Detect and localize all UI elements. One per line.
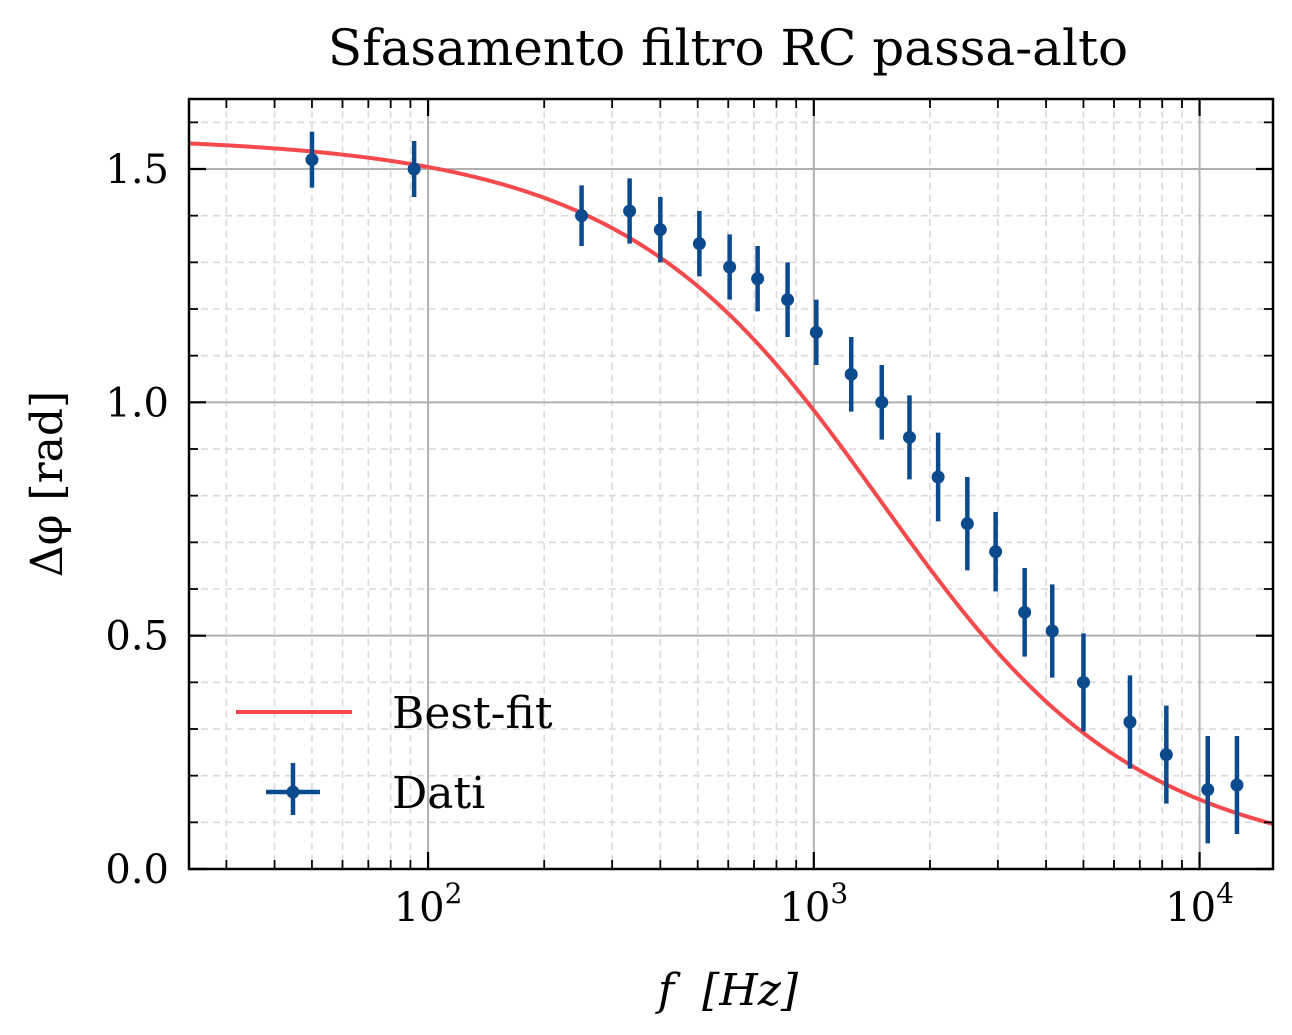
data-point — [1159, 705, 1173, 804]
best-fit-curve — [188, 141, 1274, 826]
data-marker — [1159, 748, 1173, 762]
chart-title: Sfasamento filtro RC passa-alto — [328, 19, 1128, 77]
data-marker — [723, 260, 737, 274]
data-marker — [1123, 715, 1137, 729]
data-marker — [407, 162, 421, 176]
y-tick-label: 1.0 — [105, 380, 169, 426]
data-marker — [1076, 675, 1090, 689]
x-tick-label: 102 — [394, 877, 463, 931]
data-point — [723, 234, 737, 300]
grid — [189, 99, 1273, 869]
data-point — [1230, 736, 1244, 834]
legend-data-swatch — [266, 763, 320, 815]
data-point — [931, 432, 945, 522]
tick-labels: 0.0 0.5 1.0 1.5 102 103 104 — [105, 147, 1234, 931]
data-point — [902, 395, 916, 480]
data-marker — [751, 272, 765, 286]
legend-data-label: Dati — [392, 768, 485, 819]
data-point — [809, 299, 823, 365]
data-marker — [960, 517, 974, 531]
data-point — [989, 512, 1003, 592]
plot-frame — [187, 97, 1275, 871]
data-marker — [1018, 605, 1032, 619]
data-point — [692, 211, 706, 277]
data-marker — [305, 153, 319, 167]
data-point — [875, 365, 889, 440]
data-point — [844, 337, 858, 412]
data-point — [781, 262, 795, 337]
x-tick-label: 104 — [1165, 877, 1234, 931]
data-point — [305, 131, 319, 188]
legend-fit-label: Best-fit — [392, 688, 553, 739]
data-marker — [623, 204, 637, 218]
data-marker — [989, 545, 1003, 559]
data-point — [623, 178, 637, 244]
fit-curve-layer — [188, 141, 1274, 826]
data-marker — [1045, 624, 1059, 638]
y-tick-label: 0.5 — [105, 614, 169, 660]
data-marker — [931, 470, 945, 484]
x-tick-label: 103 — [779, 877, 848, 931]
data-marker — [902, 430, 916, 444]
data-point — [407, 141, 421, 197]
data-marker — [875, 395, 889, 409]
axis-ticks — [189, 99, 1273, 871]
data-point — [1123, 675, 1137, 769]
data-point — [1045, 584, 1059, 678]
data-marker — [1230, 778, 1244, 792]
data-marker — [844, 367, 858, 381]
y-tick-label: 0.0 — [105, 847, 169, 893]
data-marker — [809, 325, 823, 339]
y-tick-label: 1.5 — [105, 147, 169, 193]
data-marker — [1201, 783, 1215, 797]
data-point — [751, 246, 765, 312]
data-points-layer — [305, 131, 1244, 844]
data-point — [575, 185, 589, 246]
data-point — [1018, 568, 1032, 657]
y-axis-label: Δφ [rad] — [22, 391, 73, 577]
data-point — [1201, 736, 1215, 844]
data-marker — [575, 209, 589, 223]
data-point — [653, 197, 667, 263]
data-marker — [781, 293, 795, 307]
data-point — [1076, 633, 1090, 732]
data-point — [960, 477, 974, 571]
x-axis-label: f [Hz] — [655, 965, 799, 1016]
data-marker — [692, 237, 706, 251]
legend: Best-fit Dati — [236, 688, 553, 819]
data-marker — [653, 223, 667, 237]
